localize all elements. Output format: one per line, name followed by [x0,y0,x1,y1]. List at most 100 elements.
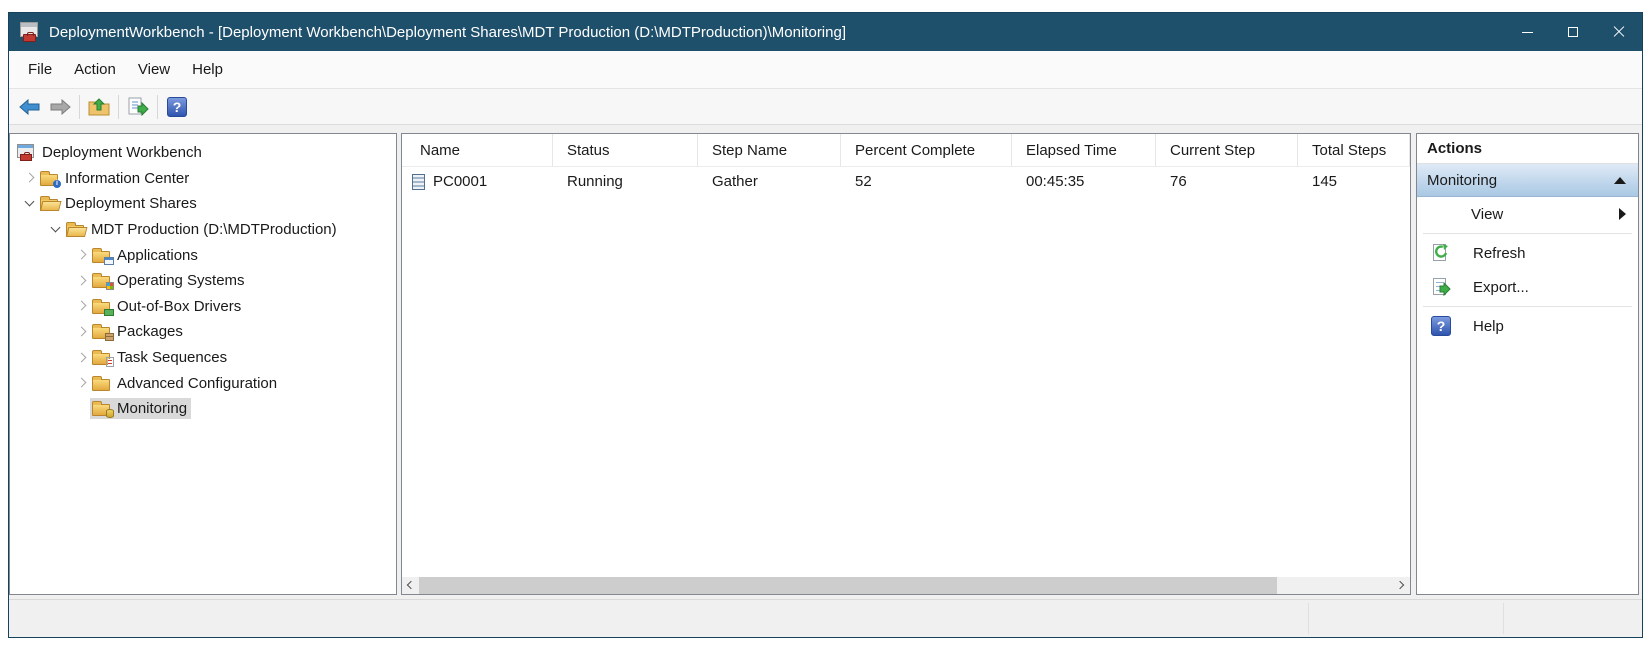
cell-total-steps: 145 [1312,173,1338,190]
chevron-placeholder [74,401,90,417]
tree-item-operating-systems[interactable]: Operating Systems [10,268,396,294]
close-button[interactable] [1596,13,1642,51]
collapse-icon[interactable] [1614,176,1626,184]
chevron-right-icon[interactable] [74,273,90,289]
workbench-icon [16,144,36,162]
column-header-current-step[interactable]: Current Step [1156,134,1298,166]
cell-current-step: 76 [1170,173,1187,190]
tree-item-deployment-workbench[interactable]: Deployment Workbench [10,140,396,166]
column-header-elapsed-time[interactable]: Elapsed Time [1012,134,1156,166]
selected-tree-item[interactable]: Monitoring [90,398,192,420]
back-button[interactable] [15,93,45,121]
column-header-total-steps[interactable]: Total Steps [1298,134,1410,166]
toolbar [9,89,1642,125]
tree-item-information-center[interactable]: Information Center [10,166,396,192]
tree-item-task-sequences[interactable]: Task Sequences [10,345,396,371]
actions-group-monitoring[interactable]: Monitoring [1417,164,1638,197]
actions-pane: Actions Monitoring View Refresh [1416,133,1639,595]
close-icon [1613,26,1625,38]
table-row-pc0001[interactable]: PC0001 Running Gather 52 00:45:35 76 145 [402,167,1410,196]
tree-item-advanced-configuration[interactable]: Advanced Configuration [10,370,396,396]
column-header-status[interactable]: Status [553,134,698,166]
export-list-button[interactable] [123,93,153,121]
up-one-level-icon [88,97,110,115]
status-bar-divider [1503,603,1504,634]
horizontal-scrollbar[interactable] [402,577,1410,594]
folder-plain-icon [92,375,111,391]
action-export[interactable]: Export... [1417,270,1638,304]
maximize-icon [1568,27,1578,37]
scrollbar-thumb[interactable] [419,577,1277,594]
app-icon [18,22,40,42]
scroll-right-arrow[interactable] [1393,577,1410,594]
list-header: Name Status Step Name Percent Complete E… [402,134,1410,167]
console-tree-pane: Deployment Workbench Information Center … [9,133,397,595]
chevron-right-icon[interactable] [74,324,90,340]
export-list-icon [128,97,149,116]
computer-icon [412,173,425,190]
tree-item-applications[interactable]: Applications [10,242,396,268]
maximize-button[interactable] [1550,13,1596,51]
up-one-level-button[interactable] [84,93,114,121]
cell-step-name: Gather [712,173,758,190]
menu-action[interactable]: Action [74,61,116,78]
cell-elapsed-time: 00:45:35 [1026,173,1085,190]
menu-file[interactable]: File [28,61,53,78]
minimize-button[interactable] [1504,13,1550,51]
refresh-icon [1431,243,1451,263]
results-list-pane: Name Status Step Name Percent Complete E… [401,133,1411,595]
chevron-right-icon[interactable] [74,298,90,314]
toolbar-separator [79,94,80,119]
chevron-right-icon[interactable] [74,350,90,366]
forward-icon [50,98,71,115]
actions-pane-title: Actions [1417,134,1638,164]
folder-os-icon [92,273,114,291]
status-bar-divider [1308,603,1309,634]
chevron-down-icon[interactable] [48,222,64,238]
menu-bar: File Action View Help [9,51,1642,89]
tree-item-mdt-production[interactable]: MDT Production (D:\MDTProduction) [10,217,396,243]
menu-help[interactable]: Help [192,61,223,78]
scroll-left-arrow[interactable] [402,577,419,594]
window-title: DeploymentWorkbench - [Deployment Workbe… [49,23,846,41]
menu-view[interactable]: View [137,61,171,78]
export-list-icon [1431,277,1451,297]
toolbar-separator [118,94,119,119]
folder-open-icon [66,222,85,238]
chevron-right-icon[interactable] [22,170,38,186]
action-view[interactable]: View [1417,197,1638,231]
folder-monitoring-icon [92,401,114,419]
chevron-right-icon[interactable] [74,247,90,263]
help-icon [167,96,187,117]
help-icon [1431,316,1451,336]
content-area: Deployment Workbench Information Center … [9,125,1642,599]
cell-status: Running [567,173,623,190]
tree-item-deployment-shares[interactable]: Deployment Shares [10,191,396,217]
chevron-right-icon[interactable] [74,375,90,391]
tree-item-packages[interactable]: Packages [10,319,396,345]
tree-item-monitoring[interactable]: Monitoring [10,396,396,422]
folder-open-icon [40,196,59,212]
folder-tasks-icon [92,350,114,368]
forward-button[interactable] [45,93,75,121]
actions-divider [1423,233,1632,234]
chevron-down-icon[interactable] [22,196,38,212]
column-header-step-name[interactable]: Step Name [698,134,841,166]
help-button[interactable] [162,93,192,121]
action-help[interactable]: Help [1417,309,1638,343]
back-icon [19,98,40,115]
folder-applications-icon [92,247,114,265]
tree-item-out-of-box-drivers[interactable]: Out-of-Box Drivers [10,294,396,320]
minimize-icon [1521,31,1533,33]
title-bar: DeploymentWorkbench - [Deployment Workbe… [9,13,1642,51]
folder-packages-icon [92,324,114,342]
folder-drivers-icon [92,298,114,316]
status-bar [9,599,1642,637]
app-window: DeploymentWorkbench - [Deployment Workbe… [8,12,1643,638]
submenu-arrow-icon [1619,208,1626,220]
column-header-name[interactable]: Name [402,134,553,166]
cell-name: PC0001 [402,167,553,196]
action-refresh[interactable]: Refresh [1417,236,1638,270]
toolbar-separator [157,94,158,119]
column-header-percent-complete[interactable]: Percent Complete [841,134,1012,166]
